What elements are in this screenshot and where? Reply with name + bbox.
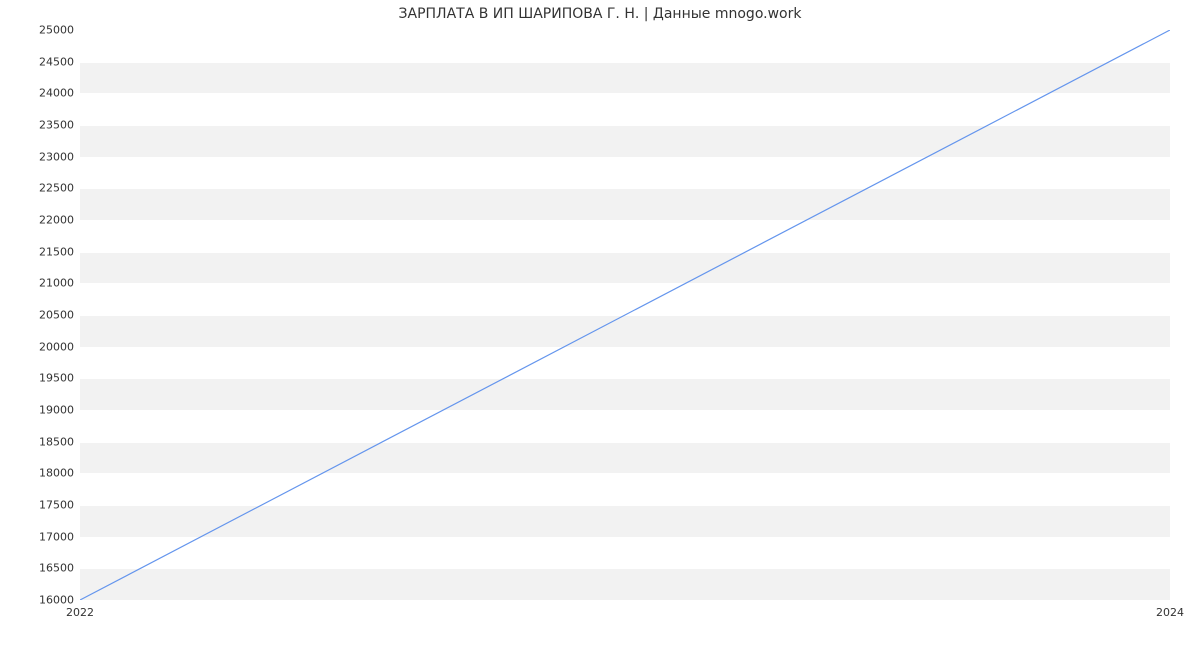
y-tick-label: 16500 [39,562,74,575]
y-gridline [80,600,1170,601]
y-tick-label: 22500 [39,182,74,195]
salary-chart: ЗАРПЛАТА В ИП ШАРИПОВА Г. Н. | Данные mn… [0,0,1200,650]
y-tick-label: 21000 [39,277,74,290]
y-tick-label: 16000 [39,594,74,607]
y-tick-label: 21500 [39,245,74,258]
plot-area: 1600016500170001750018000185001900019500… [80,30,1170,600]
y-tick-label: 24500 [39,55,74,68]
y-tick-label: 23000 [39,150,74,163]
series-layer [80,30,1170,600]
y-tick-label: 17500 [39,499,74,512]
y-tick-label: 20000 [39,340,74,353]
y-tick-label: 19500 [39,372,74,385]
x-tick-label: 2024 [1156,606,1184,619]
y-tick-label: 22000 [39,214,74,227]
y-tick-label: 17000 [39,530,74,543]
y-tick-label: 24000 [39,87,74,100]
x-tick-label: 2022 [66,606,94,619]
y-tick-label: 25000 [39,24,74,37]
series-salary [80,30,1170,600]
y-tick-label: 23500 [39,119,74,132]
y-tick-label: 18000 [39,467,74,480]
chart-title: ЗАРПЛАТА В ИП ШАРИПОВА Г. Н. | Данные mn… [0,6,1200,22]
y-tick-label: 19000 [39,404,74,417]
y-tick-label: 18500 [39,435,74,448]
y-tick-label: 20500 [39,309,74,322]
